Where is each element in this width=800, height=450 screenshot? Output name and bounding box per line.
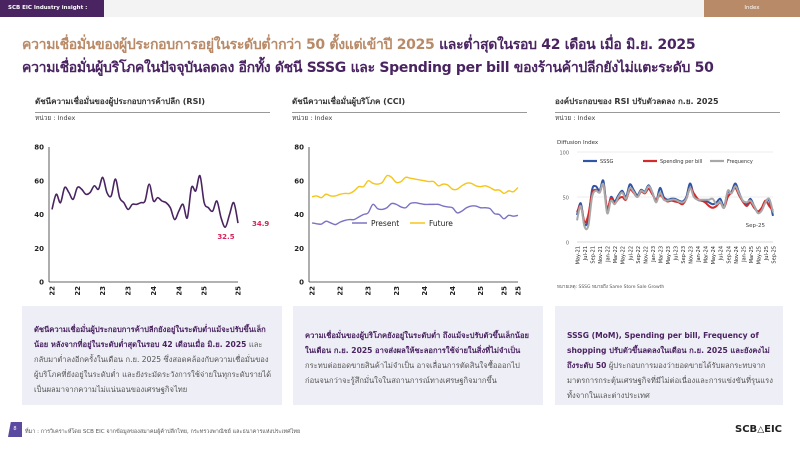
y-tick-label: 0 <box>299 279 304 287</box>
x-tick-label: Jan-23 <box>651 246 657 263</box>
x-tick-label: Mar-24 <box>704 246 710 263</box>
headline-1b: และต่ำสุดในรอบ 42 เดือน เมื่อ มิ.ย. 2025 <box>439 37 696 53</box>
x-tick-label: Jul-24 <box>719 246 725 261</box>
x-tick-label: Nov-22 <box>643 246 649 264</box>
x-tick-label: Jan-2023 <box>99 286 107 295</box>
x-tick-label: Sep-21 <box>591 246 597 264</box>
rsi-chart: 0 20 40 60 80 Jan-2022 Jul-2022 Jan-2023 Jul-202… <box>34 144 269 296</box>
x-tick-label: Jan-2022 <box>49 286 57 295</box>
y-tick-label: 20 <box>294 245 304 253</box>
series-line-frequency <box>576 182 774 231</box>
legend-label: Present <box>371 219 399 228</box>
x-tick-label: May-22 <box>621 246 627 264</box>
cci-chart: 0 20 40 60 80 Jan-2022 Jul-2022 Jan-2023 Jul-202… <box>294 144 523 296</box>
x-tick-label: Jan-2022 <box>309 286 317 295</box>
brand-label: SCB EIC Industry insight : Wholesale & R… <box>0 0 104 28</box>
series-line-future <box>311 174 519 199</box>
x-tick-label: Jul-2023 <box>393 286 401 295</box>
y-tick-label: 40 <box>294 211 304 219</box>
top-bar <box>0 0 800 17</box>
text-box-rsi: ดัชนีความเชื่อมั่นผู้ประกอบการค้าปลีกยัง… <box>22 306 282 405</box>
text-box-cci: ความเชื่อมั่นของผู้บริโภคยังอยู่ในระดับต… <box>293 306 543 405</box>
x-tick-label: Jan-2024 <box>150 286 158 295</box>
x-tick-label: May-23 <box>666 246 672 264</box>
x-tick-label: Jan-2025 <box>477 286 485 295</box>
text-bold: SSSG (MoM), Spending per bill, Frequency… <box>567 331 770 370</box>
text-bold: ดัชนีความเชื่อมั่นผู้ประกอบการค้าปลีกยัง… <box>34 325 266 349</box>
x-tick-label: Nov-21 <box>598 246 604 264</box>
y-tick-label: 20 <box>34 245 44 253</box>
x-tick-label: May-24 <box>711 246 717 264</box>
x-tick-label: Mar-23 <box>658 246 664 263</box>
unit-components: หน่วย : Index <box>555 114 596 122</box>
headline-2: ความเชื่อมั่นผู้บริโภคในปัจจุบันลดลง อีก… <box>22 60 714 76</box>
y-axis-title: Diffusion Index <box>557 140 599 146</box>
legend-label: Future <box>429 219 453 228</box>
y-tick-label: 0 <box>566 241 569 247</box>
scb-eic-logo: SCB△EIC <box>735 424 782 435</box>
data-label: 34.9 <box>252 220 269 228</box>
x-tick-label: May-21 <box>576 246 582 264</box>
x-tick-label: Nov-24 <box>734 246 740 264</box>
text-body: และกลับมาต่ำลงอีกครั้งในเดือน ก.ย. 2025 … <box>34 340 272 394</box>
data-label: 32.5 <box>217 233 234 241</box>
x-tick-label: Jan-25 <box>741 246 747 263</box>
x-tick-label: Jan-2025 <box>201 286 209 295</box>
x-tick-label: Jul-2022 <box>74 286 82 295</box>
unit-rsi: หน่วย : Index <box>35 114 76 122</box>
y-tick-label: 0 <box>39 279 44 287</box>
index-tab[interactable]: Index <box>704 0 800 17</box>
x-tick-label: Sep-23 <box>681 246 687 264</box>
panel-title-cci: ดัชนีความเชื่อมั่นผู้บริโภค (CCI) <box>292 95 527 113</box>
x-tick-label: Sep-24 <box>726 246 732 264</box>
y-tick-label: 100 <box>559 151 569 157</box>
legend-label: Frequency <box>727 159 753 165</box>
x-tick-label: Jul-23 <box>674 246 680 261</box>
y-tick-label: 60 <box>294 177 304 185</box>
y-tick-label: 60 <box>34 177 44 185</box>
x-tick-label: Mar-22 <box>613 246 619 263</box>
x-tick-label: Jul-2022 <box>337 286 345 295</box>
text-body: กระทบต่อยอดขายสินค้าไม่จำเป็น อาจเลื่อนก… <box>305 361 520 385</box>
x-tick-label: Jan-24 <box>696 246 702 263</box>
x-tick-label: Jun-2025 <box>500 286 508 295</box>
x-tick-label: Jul-2024 <box>175 286 183 295</box>
x-tick-label: Jul-25 <box>764 246 770 261</box>
x-tick-label: Jul-2023 <box>125 286 133 295</box>
legend-label: SSSG <box>600 159 614 165</box>
unit-cci: หน่วย : Index <box>292 114 333 122</box>
headline-1: ความเชื่อมั่นของผู้ประกอบการอยู่ในระดับต… <box>22 34 696 56</box>
series-line-present <box>311 201 519 226</box>
legend-label: Spending per bill <box>660 159 702 165</box>
x-tick-label: Jul-2024 <box>449 286 457 295</box>
y-tick-label: 80 <box>294 144 304 152</box>
x-tick-label: May-25 <box>756 246 762 264</box>
series-line-rsi <box>51 174 239 228</box>
x-tick-label: Sep-25 <box>772 246 778 264</box>
x-tick-label: Jul-22 <box>628 246 634 261</box>
annotation-label: Sep-25 <box>746 223 766 229</box>
y-tick-label: 50 <box>563 196 569 202</box>
text-body: ผู้ประกอบการมองว่ายอดขายได้รับผลกระทบจาก… <box>567 361 773 400</box>
text-bold: ความเชื่อมั่นของผู้บริโภคยังอยู่ในระดับต… <box>305 331 529 355</box>
x-tick-label: Sep-2025 <box>235 286 243 295</box>
x-tick-label: Jan-22 <box>606 246 612 263</box>
chart-note: หมายเหตุ: SSSG หมายถึง Same Store Sale G… <box>557 284 664 290</box>
panel-title-components: องค์ประกอบของ RSI ปรับตัวลดลง ก.ย. 2025 <box>555 95 780 113</box>
x-tick-label: Jan-2024 <box>421 286 429 295</box>
panel-title-rsi: ดัชนีความเชื่อมั่นของผู้ประกอบการค้าปลีก… <box>35 95 270 113</box>
page-number: 8 <box>8 422 22 437</box>
x-tick-label: Mar-25 <box>749 246 755 263</box>
y-tick-label: 40 <box>34 211 44 219</box>
y-tick-label: 80 <box>34 144 44 152</box>
source-note: ที่มา : การวิเคราะห์โดย SCB EIC จากข้อมู… <box>25 429 301 435</box>
x-tick-label: Sep-22 <box>636 246 642 264</box>
headline-1a: ความเชื่อมั่นของผู้ประกอบการอยู่ในระดับต… <box>22 37 435 53</box>
x-tick-label: Nov-23 <box>689 246 695 264</box>
text-box-components: SSSG (MoM), Spending per bill, Frequency… <box>555 306 783 405</box>
x-tick-label: Jan-2023 <box>365 286 373 295</box>
x-tick-label: Jul-21 <box>583 246 589 261</box>
x-tick-label: Sep-2025 <box>515 286 523 295</box>
